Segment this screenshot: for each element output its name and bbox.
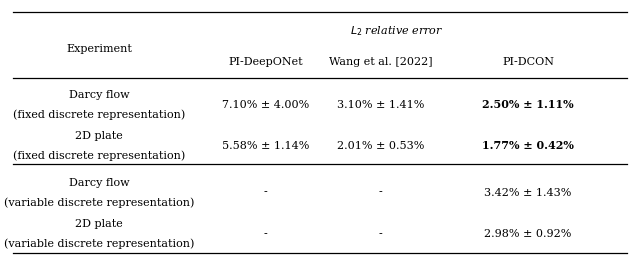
Text: 2.01% ± 0.53%: 2.01% ± 0.53% xyxy=(337,141,424,151)
Text: -: - xyxy=(379,229,383,239)
Text: -: - xyxy=(264,188,268,198)
Text: (variable discrete representation): (variable discrete representation) xyxy=(4,197,195,208)
Text: (variable discrete representation): (variable discrete representation) xyxy=(4,239,195,249)
Text: 1.77% ± 0.42%: 1.77% ± 0.42% xyxy=(482,140,574,152)
Text: Experiment: Experiment xyxy=(67,44,132,54)
Text: Darcy flow: Darcy flow xyxy=(69,178,129,188)
Text: (fixed discrete representation): (fixed discrete representation) xyxy=(13,109,186,120)
Text: Wang et al. [2022]: Wang et al. [2022] xyxy=(329,57,433,67)
Text: 2D plate: 2D plate xyxy=(76,219,123,229)
Text: PI-DeepONet: PI-DeepONet xyxy=(228,57,303,67)
Text: 2.98% ± 0.92%: 2.98% ± 0.92% xyxy=(484,229,572,239)
Text: 7.10% ± 4.00%: 7.10% ± 4.00% xyxy=(222,99,309,110)
Text: 3.42% ± 1.43%: 3.42% ± 1.43% xyxy=(484,188,572,198)
Text: Darcy flow: Darcy flow xyxy=(69,90,129,99)
Text: $L_2$ relative error: $L_2$ relative error xyxy=(350,24,444,38)
Text: -: - xyxy=(379,188,383,198)
Text: 5.58% ± 1.14%: 5.58% ± 1.14% xyxy=(222,141,309,151)
Text: PI-DCON: PI-DCON xyxy=(502,57,554,67)
Text: 2.50% ± 1.11%: 2.50% ± 1.11% xyxy=(482,99,574,110)
Text: -: - xyxy=(264,229,268,239)
Text: 3.10% ± 1.41%: 3.10% ± 1.41% xyxy=(337,99,424,110)
Text: 2D plate: 2D plate xyxy=(76,131,123,141)
Text: (fixed discrete representation): (fixed discrete representation) xyxy=(13,151,186,161)
